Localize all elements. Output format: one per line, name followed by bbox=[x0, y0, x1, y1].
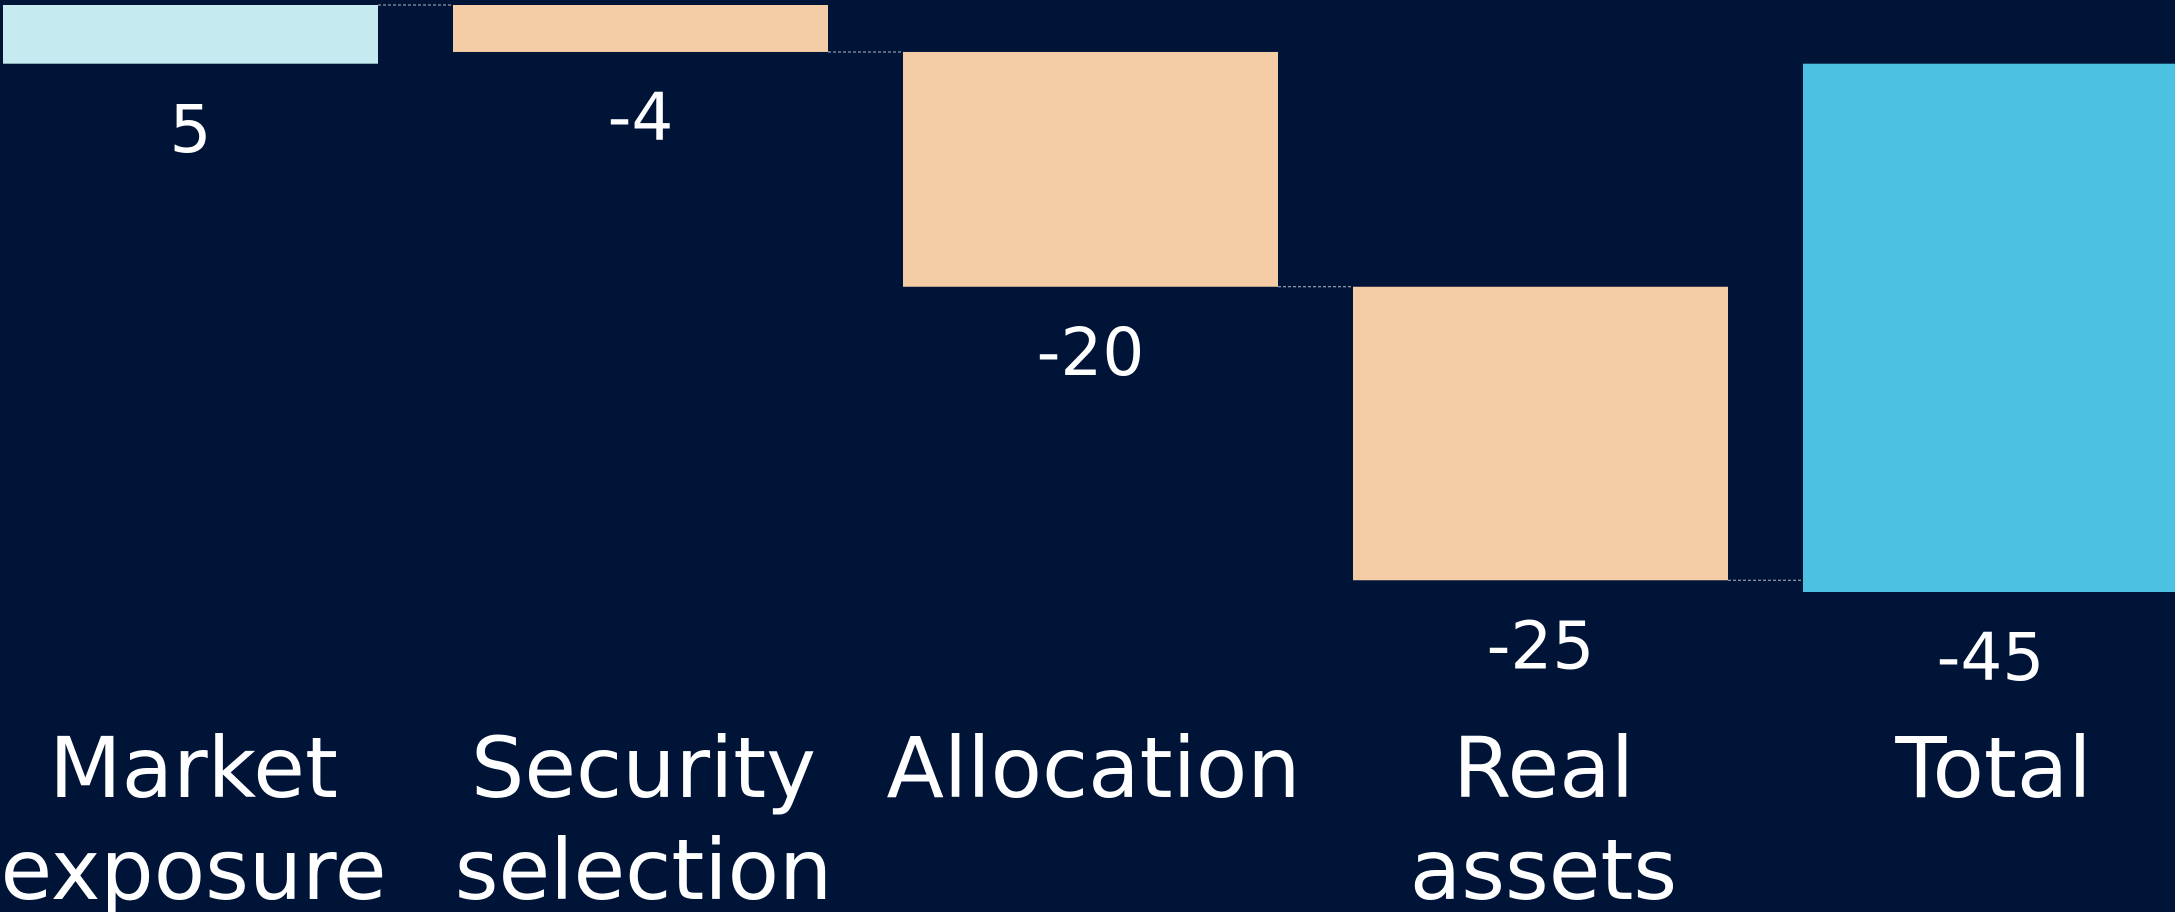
category-line: exposure bbox=[1, 821, 387, 912]
value-label: -25 bbox=[1487, 607, 1595, 684]
category-line: Total bbox=[1894, 719, 2091, 817]
value-label: -45 bbox=[1937, 619, 2045, 696]
bar bbox=[1803, 63, 2175, 592]
bar bbox=[3, 5, 378, 64]
category-line: Security bbox=[471, 719, 816, 817]
bar bbox=[453, 5, 828, 52]
category-line: assets bbox=[1410, 821, 1677, 912]
category-line: Market bbox=[49, 719, 338, 817]
value-label: -20 bbox=[1037, 314, 1145, 391]
category-label: Security selection bbox=[455, 719, 833, 912]
bar bbox=[1353, 286, 1728, 581]
category-line: Allocation bbox=[886, 719, 1300, 817]
category-label: Market exposure bbox=[1, 719, 387, 912]
category-label: Allocation bbox=[886, 719, 1300, 817]
value-label: 5 bbox=[170, 91, 212, 168]
category-line: selection bbox=[455, 821, 833, 912]
value-label: -4 bbox=[608, 79, 674, 156]
category-label: Total bbox=[1894, 719, 2091, 817]
category-label: Real assets bbox=[1410, 719, 1677, 912]
bar bbox=[903, 51, 1278, 287]
category-line: Real bbox=[1453, 719, 1634, 817]
